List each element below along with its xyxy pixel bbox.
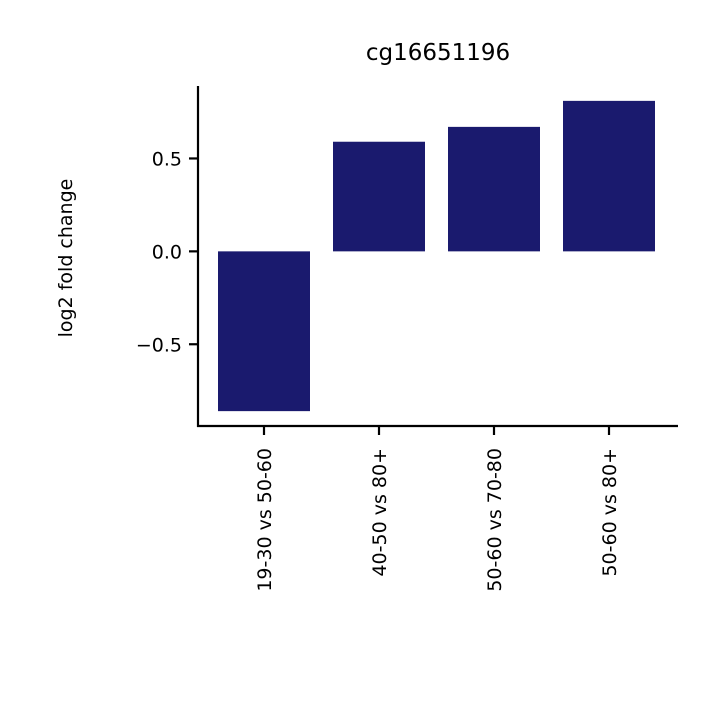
chart-title: cg16651196 [366, 40, 510, 66]
bar-3 [448, 126, 540, 252]
x-tick-label: 50-60 vs 80+ [599, 448, 621, 577]
x-tick-label: 40-50 vs 80+ [369, 448, 391, 577]
y-tick-label: 0.0 [152, 241, 182, 263]
y-tick-label: 0.5 [152, 148, 182, 170]
bar-4 [563, 100, 655, 252]
y-ticks-group: −0.5 0.0 0.5 [136, 148, 198, 356]
x-ticks-group: 19-30 vs 50-60 40-50 vs 80+ 50-60 vs 70-80… [254, 426, 621, 592]
bar-2 [333, 141, 425, 252]
y-axis-label: log2 fold change [55, 179, 77, 338]
bars-group [218, 100, 655, 412]
x-tick-label: 19-30 vs 50-60 [254, 448, 276, 592]
x-tick-label: 50-60 vs 70-80 [484, 448, 506, 592]
bar-1 [218, 251, 310, 412]
y-tick-label: −0.5 [136, 334, 182, 356]
